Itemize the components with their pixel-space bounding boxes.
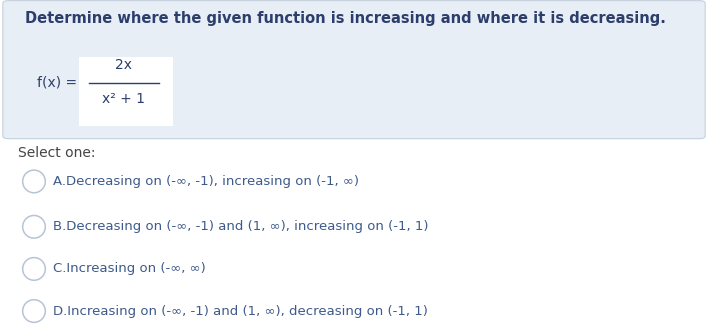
Text: C.Increasing on (-∞, ∞): C.Increasing on (-∞, ∞) <box>53 262 206 275</box>
Ellipse shape <box>23 215 45 238</box>
Text: Determine where the given function is increasing and where it is decreasing.: Determine where the given function is in… <box>25 11 666 26</box>
FancyBboxPatch shape <box>79 57 173 126</box>
Ellipse shape <box>23 300 45 322</box>
Ellipse shape <box>23 170 45 193</box>
Text: x² + 1: x² + 1 <box>103 92 145 106</box>
Text: f(x) =: f(x) = <box>37 75 81 90</box>
Text: B.Decreasing on (-∞, -1) and (1, ∞), increasing on (-1, 1): B.Decreasing on (-∞, -1) and (1, ∞), inc… <box>53 220 428 233</box>
Text: A.Decreasing on (-∞, -1), increasing on (-1, ∞): A.Decreasing on (-∞, -1), increasing on … <box>53 175 359 188</box>
FancyBboxPatch shape <box>3 1 705 139</box>
Text: 2x: 2x <box>115 58 132 72</box>
Ellipse shape <box>23 258 45 280</box>
Text: D.Increasing on (-∞, -1) and (1, ∞), decreasing on (-1, 1): D.Increasing on (-∞, -1) and (1, ∞), dec… <box>53 305 428 318</box>
Text: Select one:: Select one: <box>18 146 95 160</box>
